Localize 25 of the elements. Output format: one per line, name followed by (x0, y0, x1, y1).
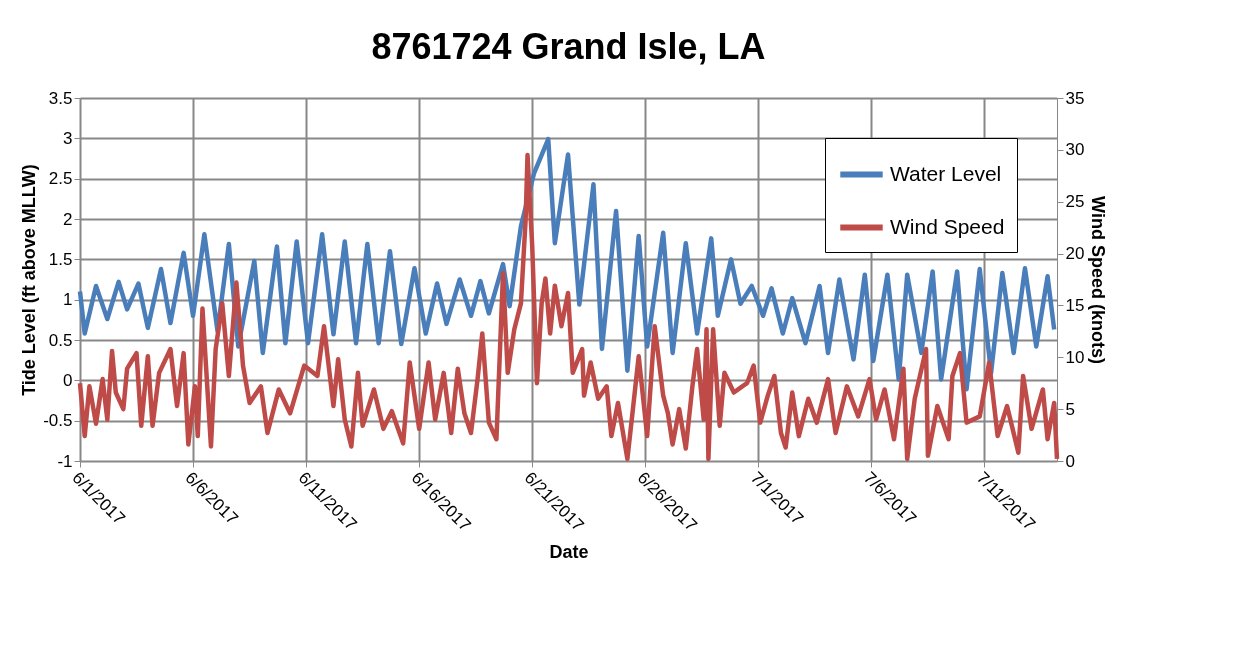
y-tick-label: 3 (63, 128, 73, 148)
y-axis-title: Tide Level (ft above MLLW) (19, 164, 40, 396)
line-series (77, 136, 1057, 392)
y2-axis-title: Wind Speed (knots) (1088, 196, 1109, 364)
y-tick-label: 1.5 (48, 249, 73, 269)
y2-tick-label: 0 (1065, 451, 1075, 471)
y-tick-label: 3.5 (48, 88, 73, 108)
y2-tick-label: 20 (1065, 244, 1085, 264)
legend-label: Wind Speed (890, 214, 1005, 238)
y-tick-label: -0.5 (43, 411, 73, 431)
y2-tick-label: 15 (1065, 295, 1085, 315)
y-tick-label: 0 (63, 370, 73, 390)
y2-tick-label: 10 (1065, 347, 1085, 367)
y2-tick-label: 35 (1065, 88, 1085, 108)
chart-title: 8761724 Grand Isle, LA (371, 26, 766, 67)
x-axis-title: Date (549, 542, 589, 563)
y-tick-label: 2 (63, 209, 73, 229)
y-tick-label: 1 (63, 290, 73, 310)
legend-label: Water Level (890, 161, 1002, 185)
y2-tick-label: 25 (1065, 192, 1085, 212)
y2-tick-label: 5 (1065, 399, 1075, 419)
y2-tick-label: 30 (1065, 140, 1085, 160)
y-tick-label: 2.5 (48, 169, 73, 189)
y-tick-label: 0.5 (48, 330, 73, 350)
y-tick-label: -1 (57, 451, 73, 471)
